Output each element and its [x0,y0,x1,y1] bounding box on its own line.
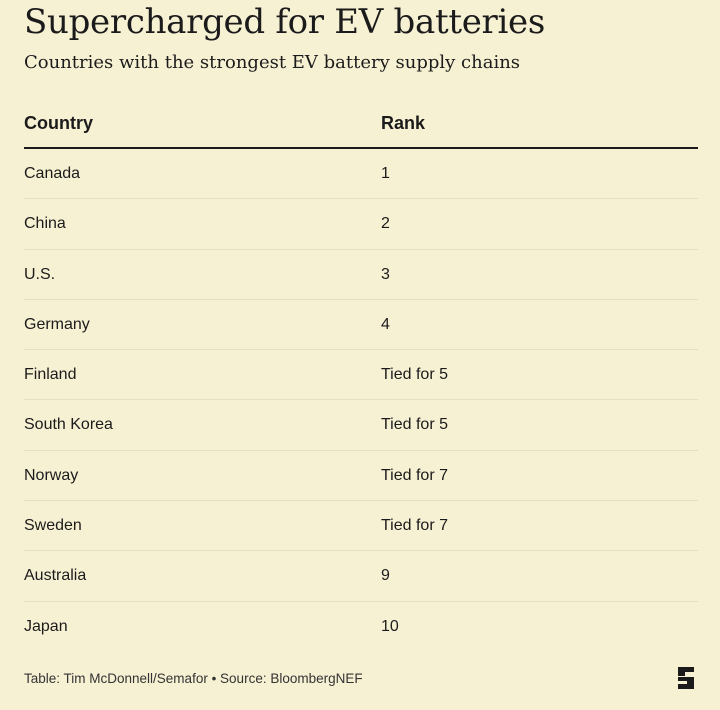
rank-cell: 9 [381,567,390,585]
country-cell: Japan [24,617,68,635]
table-row: Sweden Tied for 7 [24,501,698,552]
rank-cell: 2 [381,215,390,233]
chart-subtitle: Countries with the strongest EV battery … [24,52,521,73]
country-cell: South Korea [24,416,113,434]
country-cell: China [24,215,66,233]
table-row: U.S. 3 [24,250,698,300]
table-row: Japan 10 [24,602,698,651]
country-cell: Germany [24,315,90,333]
country-cell: U.S. [24,265,56,283]
rank-table: Country Rank Canada 1 China 2 U.S. 3 Germany 4 F… [24,103,698,651]
table-row: Germany 4 [24,300,698,351]
column-header-rank: Rank [381,113,426,133]
semafor-logo-icon [678,667,694,689]
rank-cell: 4 [381,315,390,333]
country-cell: Australia [24,567,87,585]
rank-cell: 1 [381,165,390,182]
country-cell: Canada [24,165,81,182]
table-row: South Korea Tied for 5 [24,400,698,451]
table-row: Norway Tied for 7 [24,451,698,502]
country-cell: Norway [24,466,79,484]
table-row: China 2 [24,199,698,250]
column-header-country: Country [24,113,93,133]
logo-bottom-shape [678,677,694,689]
table-header: Country Rank [24,103,698,149]
table-row: Finland Tied for 5 [24,350,698,401]
table-row: Canada 1 [24,149,698,200]
rank-cell: 10 [381,617,399,635]
rank-cell: Tied for 7 [381,466,448,484]
logo-top-shape [678,667,694,676]
rank-cell: Tied for 7 [381,517,448,535]
country-cell: Finland [24,366,77,384]
table-row: Australia 9 [24,551,698,602]
source-credit: Table: Tim McDonnell/Semafor • Source: B… [24,671,363,686]
rank-cell: Tied for 5 [381,416,448,434]
chart-title: Supercharged for EV batteries [24,2,546,42]
country-cell: Sweden [24,517,82,535]
table-body: Canada 1 China 2 U.S. 3 Germany 4 Finland Tied fo… [24,149,698,651]
rank-cell: 3 [381,265,390,283]
rank-cell: Tied for 5 [381,366,448,384]
